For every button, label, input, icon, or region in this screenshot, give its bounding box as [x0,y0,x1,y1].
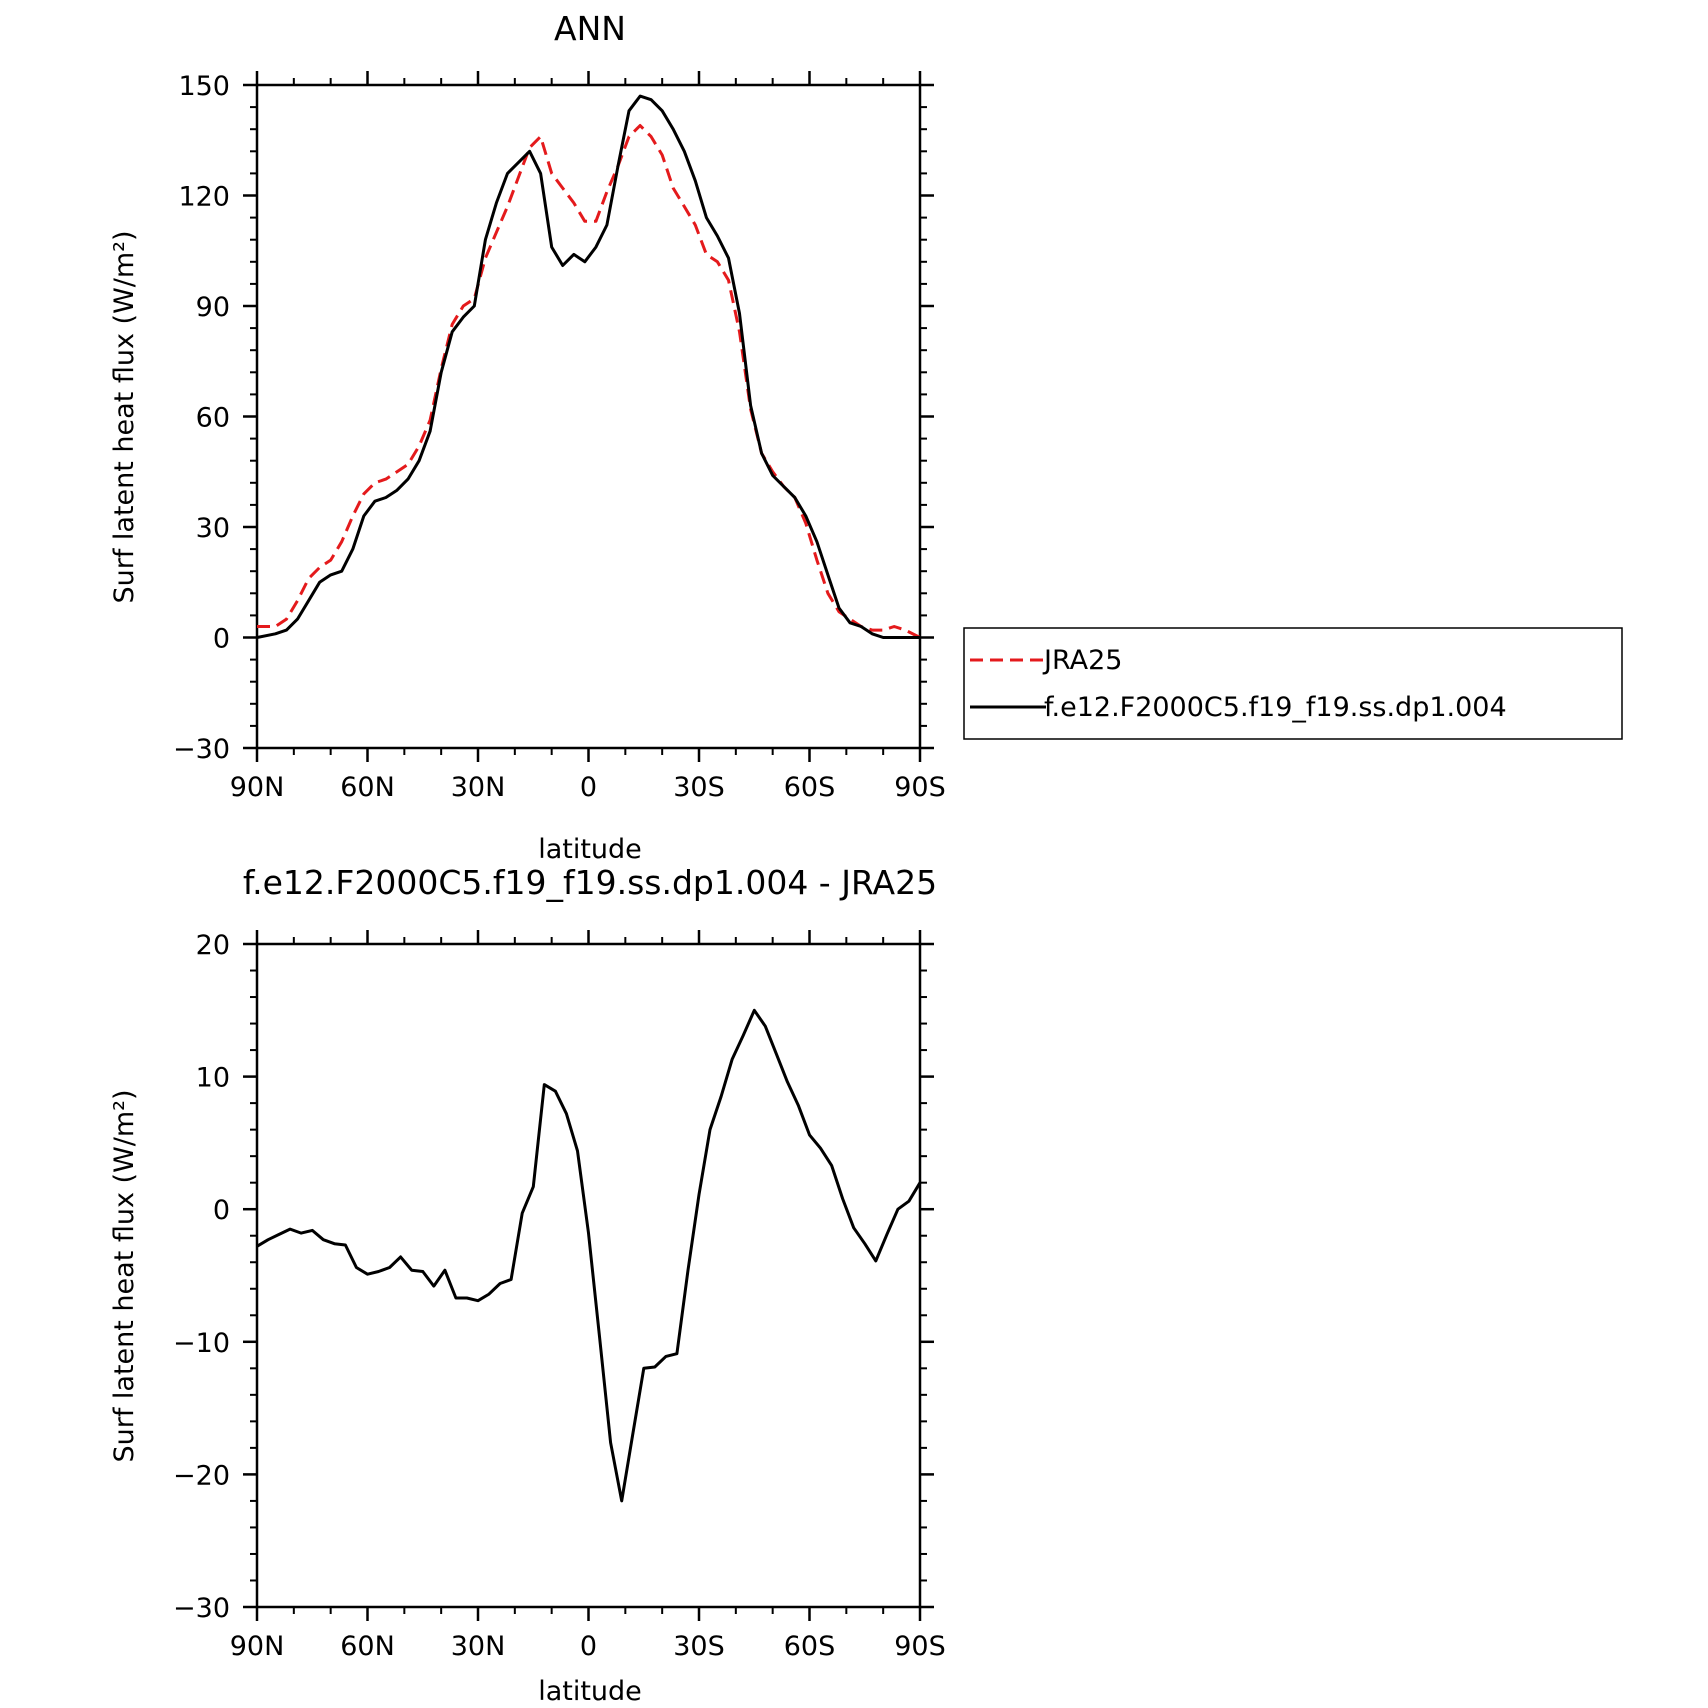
x-tick-labels: 90N 60N 30N 0 30S 60S 90S [230,1631,946,1662]
x-tick-label: 30N [451,1631,506,1662]
y-tick-label: −30 [173,734,230,765]
top-chart-annual-latent-heat-flux: ANN 90N 60N 30N 0 30S 60S 90S −30 0 30 60 90 120 150… [109,9,1623,865]
x-axis-title: latitude [538,834,642,865]
x-tick-label: 30N [451,772,506,803]
plot-frame [255,942,922,1609]
y-tick-label: 120 [178,182,230,213]
legend-box [963,627,1623,740]
y-tick-label: 0 [213,624,230,655]
x-tick-label: 60S [784,1631,836,1662]
series-line-f-e12-f2000c5-f19-f19-ss-dp1-004 [256,94,920,639]
y-tick-label: −30 [173,1593,230,1624]
chart-title: ANN [554,9,626,48]
x-tick-label: 30S [673,772,725,803]
x-tick-label: 90N [230,772,285,803]
series-group [256,1008,922,1503]
x-tick-label: 60N [340,1631,395,1662]
series-group [256,94,921,639]
axis-ticks [243,71,934,762]
y-tick-labels: −30 0 30 60 90 120 150 [173,71,230,765]
x-tick-label: 60N [340,772,395,803]
y-tick-label: 90 [196,292,230,323]
x-axis-title: latitude [538,1676,642,1707]
y-tick-label: −20 [173,1460,230,1491]
x-tick-label: 60S [784,772,836,803]
y-tick-label: −10 [173,1328,230,1359]
x-tick-label: 90S [894,772,946,803]
y-axis-title: Surf latent heat flux (W/m²) [109,1089,140,1462]
chart-title: f.e12.F2000C5.f19_f19.ss.dp1.004 - JRA25 [243,863,937,902]
bottom-chart-model-minus-jra25: f.e12.F2000C5.f19_f19.ss.dp1.004 - JRA25… [109,863,946,1707]
x-tick-labels: 90N 60N 30N 0 30S 60S 90S [230,772,946,803]
legend: JRA25 f.e12.F2000C5.f19_f19.ss.dp1.004 [963,627,1623,740]
x-tick-label: 0 [580,772,597,803]
x-tick-label: 90S [894,1631,946,1662]
y-tick-label: 60 [196,403,230,434]
axis-ticks [243,930,934,1621]
y-tick-label: 150 [178,71,230,102]
y-tick-labels: −30 −20 −10 0 10 20 [173,930,230,1624]
series-line-difference-0 [256,1008,922,1503]
x-tick-label: 30S [673,1631,725,1662]
y-tick-label: 30 [196,513,230,544]
y-tick-label: 10 [196,1063,230,1094]
x-tick-label: 0 [580,1631,597,1662]
series-line-jra25 [257,124,921,639]
y-axis-title: Surf latent heat flux (W/m²) [109,230,140,603]
y-tick-label: 20 [196,930,230,961]
legend-label-jra25: JRA25 [1042,645,1122,676]
x-tick-label: 90N [230,1631,285,1662]
y-tick-label: 0 [213,1195,230,1226]
legend-label-model: f.e12.F2000C5.f19_f19.ss.dp1.004 [1044,692,1507,723]
plot-frame [255,83,922,750]
